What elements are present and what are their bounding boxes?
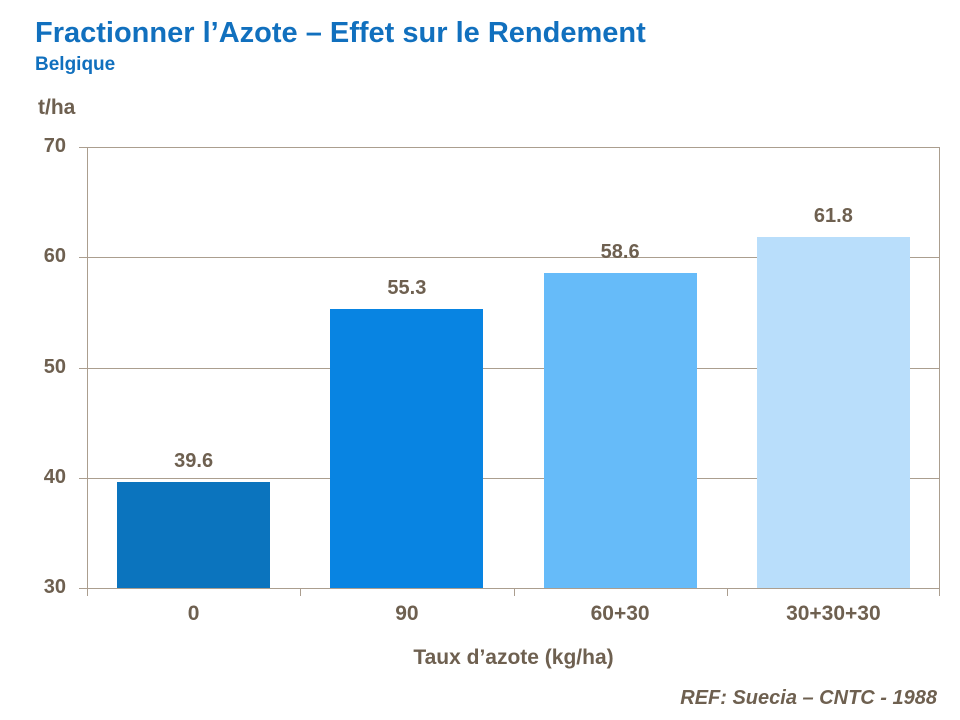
bar-30+30+30 [756, 237, 910, 588]
x-category-label-30+30+30: 30+30+30 [786, 602, 881, 625]
x-category-label-90: 90 [395, 602, 419, 625]
bar-value-label-30+30+30: 61.8 [813, 205, 853, 228]
bar-60+30 [543, 272, 697, 588]
gridline-40 [79, 477, 940, 479]
chart-subtitle: Belgique [35, 54, 116, 75]
x-axis-boundary-tick-2 [513, 588, 515, 596]
gridline-50 [79, 367, 940, 369]
y-axis-unit-label: t/ha [38, 96, 76, 119]
bar-0 [117, 482, 271, 588]
plot-right-border [939, 147, 940, 596]
bar-90 [330, 309, 484, 588]
bar-value-label-60+30: 58.6 [600, 240, 640, 263]
gridline-70 [79, 147, 940, 148]
x-axis-boundary-tick-3 [726, 588, 728, 596]
chart-title: Fractionner l’Azote – Effet sur le Rende… [35, 17, 646, 49]
x-axis-line [79, 588, 940, 589]
bar-value-label-90: 55.3 [387, 277, 427, 300]
x-axis-boundary-tick-1 [300, 588, 302, 596]
y-tick-label-30: 30 [43, 576, 66, 598]
x-category-label-0: 0 [187, 602, 200, 625]
reference-note: REF: Suecia – CNTC - 1988 [680, 687, 937, 709]
x-axis-title: Taux d’azote (kg/ha) [413, 646, 614, 669]
gridline-60 [79, 257, 940, 259]
y-tick-label-60: 60 [43, 245, 66, 268]
y-tick-label-70: 70 [43, 135, 66, 157]
bar-value-label-0: 39.6 [174, 450, 214, 473]
y-axis-line [87, 147, 88, 596]
y-tick-label-40: 40 [43, 465, 66, 488]
y-tick-label-50: 50 [43, 355, 66, 378]
x-category-label-60+30: 60+30 [590, 602, 650, 625]
